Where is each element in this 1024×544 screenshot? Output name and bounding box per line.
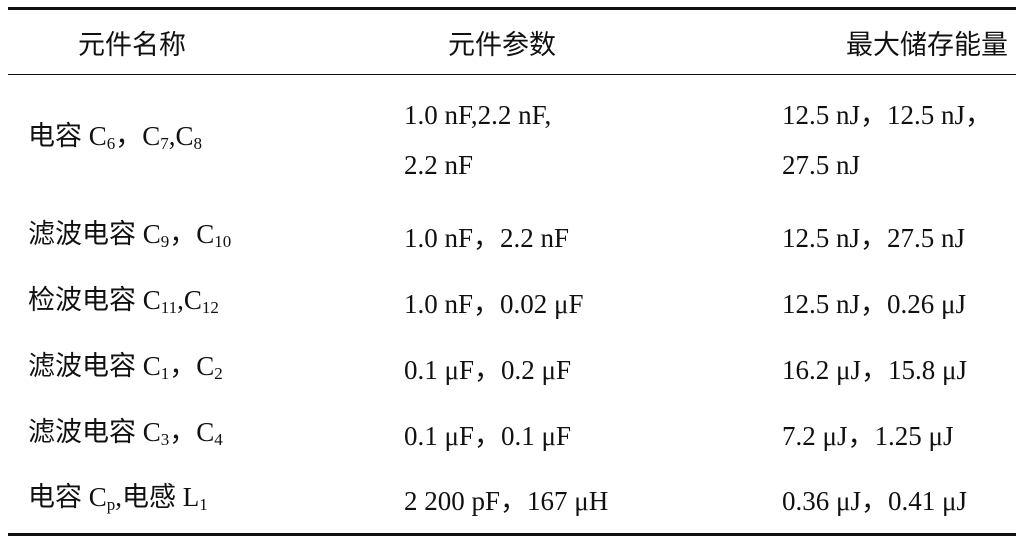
text-run: ，C [115,120,161,151]
text-run: 0.1 μF，0.2 μF [404,354,571,385]
subscript: 9 [160,231,170,251]
table-row: 滤波电容 C9，C10 1.0 nF，2.2 nF 12.5 nJ，27.5 nJ [8,205,1016,271]
text-run: 电容 C [28,481,107,512]
text-run: 滤波电容 C [28,416,161,447]
text-run: 1.0 nF,2.2 nF, [404,99,552,130]
text-run: 电容 C [28,120,107,151]
table-cell: 电容 C6，C7,C8 [8,75,400,205]
text-run: ,C [168,120,194,151]
subscript: 7 [160,133,169,153]
text-run: 27.5 nJ [782,149,861,180]
header-cell: 元件名称 [78,29,186,60]
subscript: 12 [201,297,219,317]
table-row: 滤波电容 C1，C2 0.1 μF，0.2 μF 16.2 μJ，15.8 μJ [8,337,1016,403]
table-cell: 12.5 nJ，27.5 nJ [778,205,1016,271]
table-body: 电容 C6，C7,C8 1.0 nF,2.2 nF, 2.2 nF 12.5 nJ，1… [8,75,1016,535]
text-run: 12.5 nJ，12.5 nJ， [782,99,993,130]
cell-line: 电容 Cp,电感 L1 [28,472,400,530]
table-cell: 0.1 μF，0.1 μF [400,403,778,469]
table-row: 电容 Cp,电感 L1 2 200 pF，167 μH 0.36 μJ，0.41 μ… [8,469,1016,535]
text-run: 12.5 nJ，0.26 μJ [782,288,966,319]
text-run: 1.0 nF，2.2 nF [404,222,570,253]
cell-line: 12.5 nJ，0.26 μJ [782,279,1016,329]
text-run: 滤波电容 C [28,350,161,381]
subscript: 3 [160,429,170,449]
cell-line: 1.0 nF,2.2 nF, [404,90,778,140]
text-run: ，C [169,350,215,381]
table-cell: 滤波电容 C3，C4 [8,403,400,469]
cell-line: 滤波电容 C9，C10 [28,209,400,267]
cell-line: 12.5 nJ，27.5 nJ [782,213,1016,263]
text-run: 2 200 pF，167 μH [404,485,609,516]
text-run: ，C [169,218,215,249]
cell-line: 0.1 μF，0.1 μF [404,411,778,461]
subscript: 10 [214,231,232,251]
text-run: 0.1 μF，0.1 μF [404,420,571,451]
subscript: p [106,494,116,514]
table-cell: 12.5 nJ，12.5 nJ， 27.5 nJ [778,75,1016,205]
header-row: 元件名称 元件参数 最大储存能量 [8,8,1016,75]
table-cell: 16.2 μJ，15.8 μJ [778,337,1016,403]
cell-line: 检波电容 C11,C12 [28,275,400,333]
subscript: 11 [160,297,178,317]
table-cell: 1.0 nF，0.02 μF [400,271,778,337]
cell-line: 12.5 nJ，12.5 nJ， [782,90,1016,140]
table-cell: 7.2 μJ，1.25 μJ [778,403,1016,469]
header-cell: 元件参数 [448,29,556,60]
cell-line: 0.1 μF，0.2 μF [404,345,778,395]
text-run: 12.5 nJ，27.5 nJ [782,222,966,253]
table-row: 电容 C6，C7,C8 1.0 nF,2.2 nF, 2.2 nF 12.5 nJ，1… [8,75,1016,205]
text-run: ,C [177,284,202,315]
subscript: 2 [214,363,223,383]
subscript: 4 [214,429,223,449]
table-cell: 检波电容 C11,C12 [8,271,400,337]
header-cell: 最大储存能量 [846,29,1008,60]
table-cell: 滤波电容 C9，C10 [8,205,400,271]
table-cell: 1.0 nF，2.2 nF [400,205,778,271]
table-cell: 电容 Cp,电感 L1 [8,469,400,535]
text-run: 2.2 nF [404,149,474,180]
cell-line: 2.2 nF [404,140,778,190]
subscript: 8 [193,133,203,153]
text-run: 16.2 μJ，15.8 μJ [782,354,967,385]
table-cell: 2 200 pF，167 μH [400,469,778,535]
table-cell: 0.36 μJ，0.41 μJ [778,469,1016,535]
cell-line: 2 200 pF，167 μH [404,476,778,526]
text-run: 0.36 μJ，0.41 μJ [782,485,967,516]
cell-line: 0.36 μJ，0.41 μJ [782,476,1016,526]
cell-line: 16.2 μJ，15.8 μJ [782,345,1016,395]
table-cell: 0.1 μF，0.2 μF [400,337,778,403]
table: 元件名称 元件参数 最大储存能量 电容 C6，C7,C8 1.0 nF,2.2 n… [8,7,1016,536]
subscript: 6 [106,133,116,153]
subscript: 1 [160,363,170,383]
cell-line: 滤波电容 C3，C4 [28,407,400,465]
table-cell: 滤波电容 C1，C2 [8,337,400,403]
cell-line: 7.2 μJ，1.25 μJ [782,411,1016,461]
subscript: 1 [199,494,208,514]
text-run: 1.0 nF，0.02 μF [404,288,584,319]
text-run: ,电感 L [115,481,200,512]
table-row: 滤波电容 C3，C4 0.1 μF，0.1 μF 7.2 μJ，1.25 μJ [8,403,1016,469]
cell-line: 1.0 nF，0.02 μF [404,279,778,329]
table-cell: 1.0 nF,2.2 nF, 2.2 nF [400,75,778,205]
table-row: 检波电容 C11,C12 1.0 nF，0.02 μF 12.5 nJ，0.26 μ… [8,271,1016,337]
cell-line: 27.5 nJ [782,140,1016,190]
text-run: ，C [169,416,215,447]
table-header: 元件名称 元件参数 最大储存能量 [8,8,1016,75]
cell-line: 滤波电容 C1，C2 [28,341,400,399]
text-run: 检波电容 C [28,284,161,315]
cell-line: 电容 C6，C7,C8 [28,111,400,169]
text-run: 7.2 μJ，1.25 μJ [782,420,954,451]
text-run: 滤波电容 C [28,218,161,249]
table-cell: 12.5 nJ，0.26 μJ [778,271,1016,337]
cell-line: 1.0 nF，2.2 nF [404,213,778,263]
